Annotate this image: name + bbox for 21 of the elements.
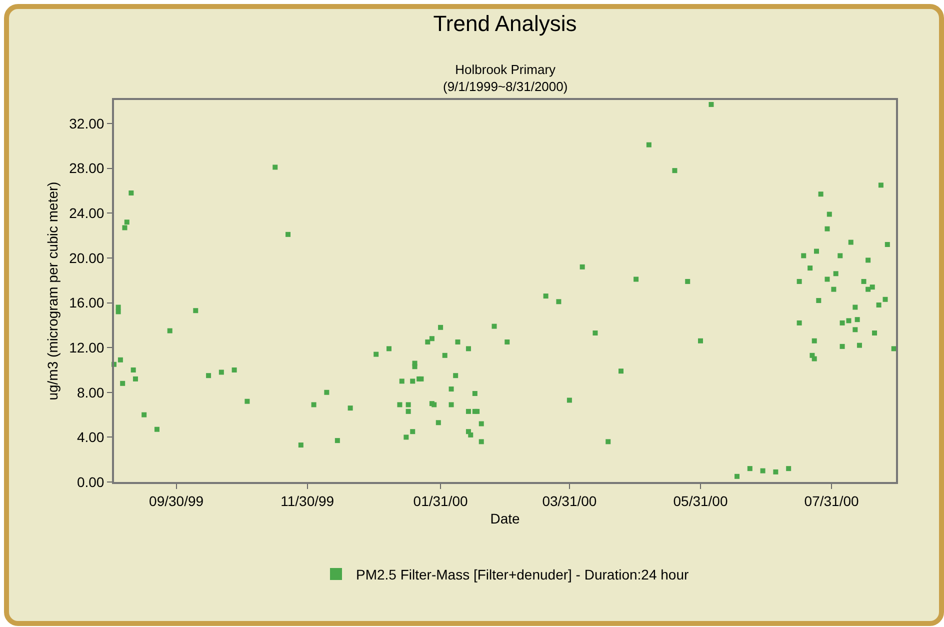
legend-label: PM2.5 Filter-Mass [Filter+denuder] - Duration:24 hour	[356, 566, 689, 582]
x-tick-label: 07/31/00	[804, 492, 860, 509]
y-tick-label: 24.00	[69, 205, 104, 222]
y-tick-label: 12.00	[69, 339, 104, 356]
x-tick-label: 01/31/00	[413, 492, 468, 509]
chart-subtitle: Holbrook Primary	[455, 62, 556, 77]
y-tick-label: 8.00	[76, 384, 104, 400]
y-tick-label: 4.00	[76, 429, 104, 446]
x-axis-title: Date	[490, 510, 520, 527]
y-tick-label: 0.00	[76, 474, 104, 490]
x-tick-label: 05/31/00	[673, 492, 728, 509]
x-tick-label: 09/30/99	[149, 492, 204, 509]
y-axis-title: ug/m3 (microgram per cubic meter)	[44, 182, 60, 400]
x-tick-label: 03/31/00	[542, 492, 597, 509]
text: (9/1/1999~8/31/2000)	[443, 78, 568, 94]
y-tick-label: 28.00	[69, 160, 104, 176]
y-tick-label: 20.00	[69, 250, 104, 266]
y-tick-label: 32.00	[69, 115, 104, 132]
y-tick-label: 16.00	[69, 294, 104, 311]
chart-title: Trend Analysis	[433, 11, 577, 36]
x-tick-label: 11/30/99	[280, 492, 334, 509]
